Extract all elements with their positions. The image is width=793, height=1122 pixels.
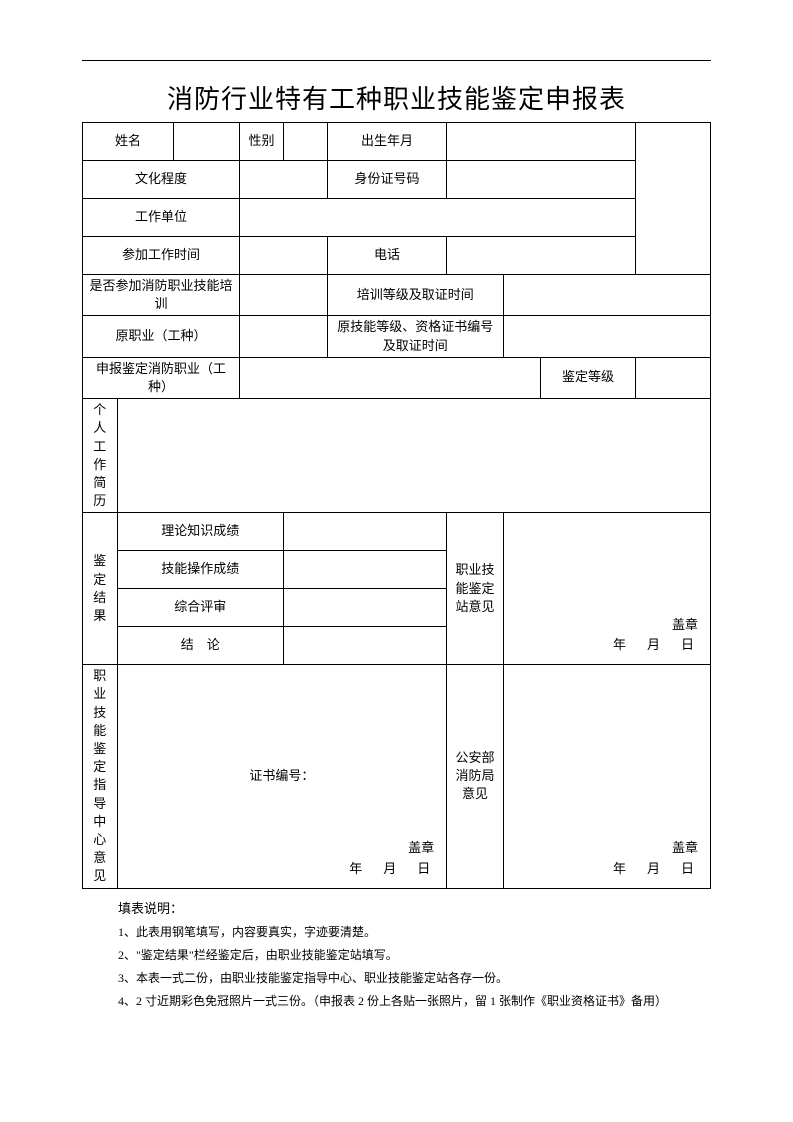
- stamp-label-1: 盖章: [613, 615, 698, 636]
- label-review: 综合评审: [117, 589, 283, 627]
- label-workstart: 参加工作时间: [83, 237, 240, 275]
- value-education[interactable]: [239, 161, 327, 199]
- label-orig-level: 原技能等级、资格证书编号及取证时间: [327, 316, 503, 357]
- value-station-opinion[interactable]: 盖章 年 月 日: [503, 513, 710, 665]
- notes-heading: 填表说明：: [118, 897, 711, 922]
- value-theory[interactable]: [283, 513, 446, 551]
- top-rule: [82, 60, 711, 61]
- value-bureau-opinion[interactable]: 盖章 年 月 日: [503, 665, 710, 888]
- date-label-3: 年 月 日: [613, 859, 698, 880]
- note-1: 1、此表用钢笔填写，内容要真实，字迹要清楚。: [118, 921, 711, 944]
- value-center-opinion[interactable]: 证书编号： 盖章 年 月 日: [117, 665, 447, 888]
- value-conclusion[interactable]: [283, 627, 446, 665]
- label-birth: 出生年月: [327, 123, 446, 161]
- value-name[interactable]: [174, 123, 240, 161]
- label-idno: 身份证号码: [327, 161, 446, 199]
- page-title: 消防行业特有工种职业技能鉴定申报表: [82, 79, 711, 116]
- date-label-1: 年 月 日: [613, 635, 698, 656]
- label-theory: 理论知识成绩: [117, 513, 283, 551]
- value-appraisal-level[interactable]: [635, 357, 710, 398]
- note-4: 4、2 寸近期彩色免冠照片一式三份。（申报表 2 份上各贴一张照片，留 1 张制…: [118, 990, 711, 1013]
- value-skill[interactable]: [283, 551, 446, 589]
- value-orig-occupation[interactable]: [239, 316, 327, 357]
- value-resume[interactable]: [117, 399, 710, 513]
- value-workstart[interactable]: [239, 237, 327, 275]
- photo-box[interactable]: [635, 123, 710, 275]
- note-3: 3、本表一式二份，由职业技能鉴定指导中心、职业技能鉴定站各存一份。: [118, 967, 711, 990]
- value-orig-level[interactable]: [503, 316, 710, 357]
- label-education: 文化程度: [83, 161, 240, 199]
- label-result: 鉴定结果: [83, 513, 118, 665]
- notes: 填表说明： 1、此表用钢笔填写，内容要真实，字迹要清楚。 2、"鉴定结果"栏经鉴…: [82, 897, 711, 1013]
- value-training[interactable]: [239, 275, 327, 316]
- label-applied-occupation: 申报鉴定消防职业（工种）: [83, 357, 240, 398]
- label-training-level: 培训等级及取证时间: [327, 275, 503, 316]
- value-review[interactable]: [283, 589, 446, 627]
- label-appraisal-level: 鉴定等级: [541, 357, 635, 398]
- label-phone: 电话: [327, 237, 446, 275]
- label-skill: 技能操作成绩: [117, 551, 283, 589]
- label-orig-occupation: 原职业（工种）: [83, 316, 240, 357]
- label-resume: 个人工作简历: [83, 399, 118, 513]
- label-training: 是否参加消防职业技能培训: [83, 275, 240, 316]
- label-gender: 性别: [239, 123, 283, 161]
- date-label-2: 年 月 日: [349, 859, 434, 880]
- value-gender[interactable]: [283, 123, 327, 161]
- application-form: 姓名 性别 出生年月 文化程度 身份证号码 工作单位 参加工作时间 电话: [82, 122, 711, 889]
- value-idno[interactable]: [447, 161, 635, 199]
- note-2: 2、"鉴定结果"栏经鉴定后，由职业技能鉴定站填写。: [118, 944, 711, 967]
- cert-no-label: 证书编号：: [249, 768, 314, 783]
- label-conclusion: 结 论: [117, 627, 283, 665]
- value-phone[interactable]: [447, 237, 635, 275]
- label-name: 姓名: [83, 123, 174, 161]
- stamp-label-2: 盖章: [349, 838, 434, 859]
- label-employer: 工作单位: [83, 199, 240, 237]
- stamp-label-3: 盖章: [613, 838, 698, 859]
- label-center-opinion: 职业技能鉴定指导中心意见: [83, 665, 118, 888]
- label-bureau-opinion: 公安部消防局意见: [447, 665, 504, 888]
- value-employer[interactable]: [239, 199, 635, 237]
- label-station-opinion: 职业技能鉴定站意见: [447, 513, 504, 665]
- value-birth[interactable]: [447, 123, 635, 161]
- value-applied-occupation[interactable]: [239, 357, 540, 398]
- value-training-level[interactable]: [503, 275, 710, 316]
